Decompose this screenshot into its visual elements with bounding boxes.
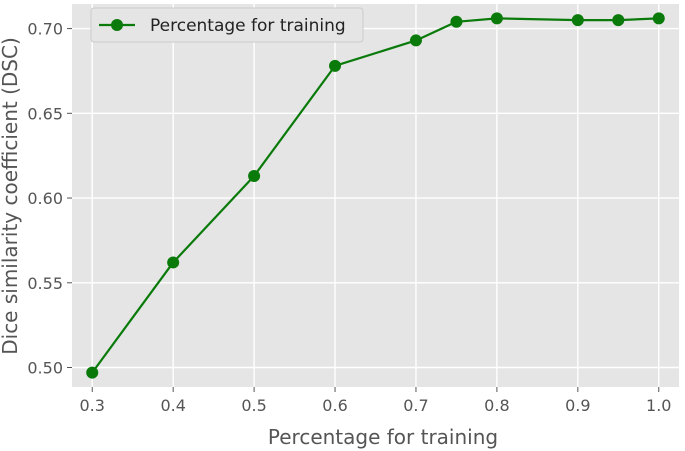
data-point bbox=[612, 14, 625, 27]
data-point bbox=[571, 14, 584, 27]
data-point bbox=[167, 256, 180, 269]
y-axis-ticks: 0.50 0.55 0.60 0.65 0.70 bbox=[27, 20, 72, 378]
legend-label: Percentage for training bbox=[150, 16, 346, 36]
x-tick-label: 0.9 bbox=[565, 396, 590, 415]
y-tick-label: 0.55 bbox=[27, 274, 63, 293]
x-tick-label: 0.5 bbox=[241, 396, 266, 415]
series-layer bbox=[86, 12, 665, 379]
grid bbox=[72, 4, 679, 387]
data-point bbox=[248, 170, 261, 183]
plot-area bbox=[72, 4, 679, 387]
data-point bbox=[652, 12, 665, 25]
x-axis-label: Percentage for training bbox=[268, 425, 498, 449]
y-axis-label: Dice similarity coefficient (DSC) bbox=[0, 37, 22, 355]
data-point bbox=[409, 34, 422, 47]
data-point bbox=[329, 59, 342, 72]
legend-box bbox=[90, 7, 364, 43]
x-tick-label: 0.3 bbox=[80, 396, 105, 415]
data-point bbox=[86, 366, 99, 379]
x-tick-label: 0.8 bbox=[484, 396, 509, 415]
series-line bbox=[91, 17, 659, 374]
y-tick-label: 0.50 bbox=[27, 359, 63, 378]
y-tick-label: 0.70 bbox=[27, 20, 63, 39]
x-tick-label: 0.4 bbox=[160, 396, 185, 415]
x-tick-label: 0.6 bbox=[322, 396, 347, 415]
y-tick-label: 0.65 bbox=[27, 104, 63, 123]
x-axis-ticks: 0.3 0.4 0.5 0.6 0.7 0.8 0.9 1.0 bbox=[80, 387, 671, 415]
data-point bbox=[490, 12, 503, 25]
legend-marker bbox=[111, 19, 123, 31]
x-tick-label: 0.7 bbox=[403, 396, 428, 415]
legend: Percentage for training bbox=[90, 7, 364, 43]
data-point bbox=[450, 15, 463, 28]
x-tick-label: 1.0 bbox=[646, 396, 671, 415]
y-tick-label: 0.60 bbox=[27, 189, 63, 208]
